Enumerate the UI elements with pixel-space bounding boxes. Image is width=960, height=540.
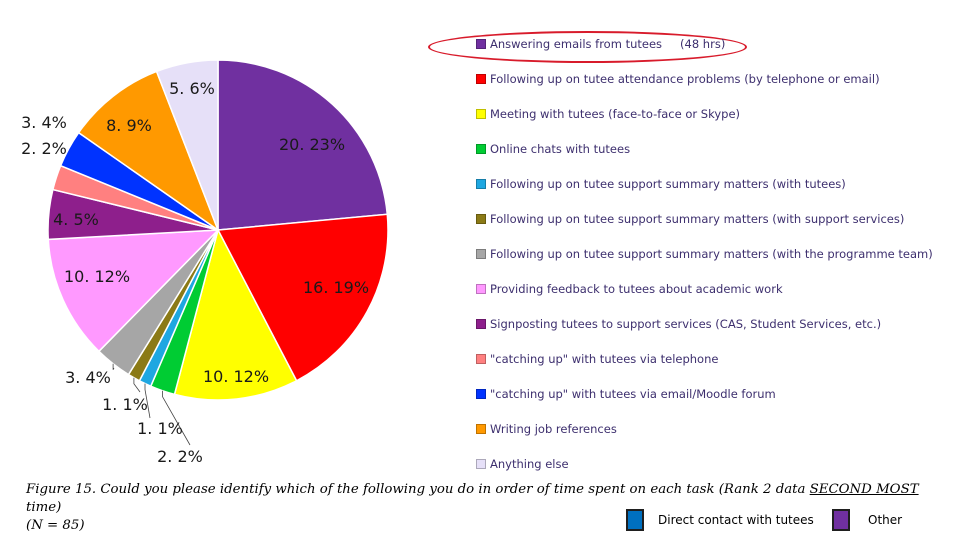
pie-slice-11 [77, 70, 220, 233]
legend-swatch-6 [476, 249, 486, 259]
caption-tail: time) [26, 500, 62, 515]
leader-line-4 [144, 383, 151, 419]
legend-item-12: Anything else [476, 456, 569, 472]
caption-emphasis: SECOND MOST [809, 482, 919, 497]
legend-item-1: Following up on tutee attendance problem… [476, 71, 880, 87]
legend-item-11: Writing job references [476, 421, 617, 437]
pie-data-label-12: 5. 6% [169, 79, 215, 98]
legend-swatch-1 [476, 74, 486, 84]
legend-label-11: Writing job references [490, 422, 617, 436]
legend-swatch-3 [476, 144, 486, 154]
pie-slice-1 [216, 213, 389, 382]
key-other: Other [832, 508, 902, 532]
legend-swatch-11 [476, 424, 486, 434]
legend-swatch-2 [476, 109, 486, 119]
legend-label-10: "catching up" with tutees via email/Mood… [490, 387, 776, 401]
pie-data-label-4: 1. 1% [137, 419, 183, 438]
legend-swatch-9 [476, 354, 486, 364]
leader-line-6 [112, 363, 115, 370]
pie-slice-0 [217, 59, 389, 231]
pie-data-label-7: 10. 12% [64, 267, 130, 286]
caption-sample-size: (N = 85) [26, 518, 85, 533]
leader-line-5 [133, 377, 141, 393]
legend-label-3: Online chats with tutees [490, 142, 631, 156]
highlight-ellipse [428, 31, 747, 63]
leader-lines [112, 363, 191, 446]
legend-label-7: Providing feedback to tutees about acade… [490, 282, 783, 296]
pie-slices [47, 59, 389, 401]
legend-item-7: Providing feedback to tutees about acade… [476, 281, 783, 297]
legend-swatch-7 [476, 284, 486, 294]
legend-item-8: Signposting tutees to support services (… [476, 316, 881, 332]
pie-slice-12 [155, 59, 219, 231]
legend-item-10: "catching up" with tutees via email/Mood… [476, 386, 776, 402]
key-direct-contact: Direct contact with tutees [626, 508, 814, 532]
legend-label-5: Following up on tutee support summary ma… [490, 212, 905, 226]
pie-data-label-8: 4. 5% [53, 210, 99, 229]
legend-label-9: "catching up" with tutees via telephone [490, 352, 719, 366]
key-direct-label: Direct contact with tutees [658, 513, 814, 527]
pie-data-label-2: 10. 12% [203, 367, 269, 386]
legend-item-9: "catching up" with tutees via telephone [476, 351, 718, 367]
legend-item-2: Meeting with tutees (face-to-face or Sky… [476, 106, 740, 122]
legend-label-2: Meeting with tutees (face-to-face or Sky… [490, 107, 741, 121]
key-other-swatch [832, 509, 850, 531]
pie-data-label-1: 16. 19% [303, 278, 369, 297]
legend-label-4: Following up on tutee support summary ma… [490, 177, 846, 191]
pie-data-label-6: 3. 4% [65, 368, 111, 387]
pie-slice-2 [173, 227, 298, 401]
pie-data-label-3: 2. 2% [157, 447, 203, 466]
legend-item-3: Online chats with tutees [476, 141, 630, 157]
legend-swatch-0 [476, 39, 486, 49]
pie-data-label-11: 8. 9% [106, 116, 152, 135]
legend-label-8: Signposting tutees to support services (… [490, 317, 882, 331]
legend-label-6: Following up on tutee support summary ma… [490, 247, 933, 261]
pie-data-label-0: 20. 23% [279, 135, 345, 154]
legend-item-6: Following up on tutee support summary ma… [476, 246, 933, 262]
key-other-label: Other [868, 513, 903, 527]
caption-main: Figure 15. Could you please identify whi… [26, 482, 810, 497]
legend-item-4: Following up on tutee support summary ma… [476, 176, 846, 192]
legend-label-0: Answering emails from tutees [490, 37, 663, 51]
legend-annotation: (48 hrs) [680, 37, 726, 51]
key-direct-swatch [626, 509, 644, 531]
pie-data-label-10: 3. 4% [21, 113, 67, 132]
legend-swatch-5 [476, 214, 486, 224]
legend-label-12: Anything else [490, 457, 569, 471]
pie-data-label-9: 2. 2% [21, 139, 67, 158]
legend-swatch-4 [476, 179, 486, 189]
pie-data-label-5: 1. 1% [102, 395, 148, 414]
leader-line-3 [162, 390, 191, 446]
legend-swatch-10 [476, 389, 486, 399]
legend-item-5: Following up on tutee support summary ma… [476, 211, 904, 227]
pie-data-labels: 20. 23% 16. 19% 10. 12% 2. 2% 1. 1% 1. 1% 3. 4… [21, 79, 369, 466]
legend-swatch-12 [476, 459, 486, 469]
legend-swatch-8 [476, 319, 486, 329]
legend-label-1: Following up on tutee attendance problem… [490, 72, 880, 86]
figure-caption: Figure 15. Could you please identify whi… [26, 481, 946, 535]
legend-item-0: Answering emails from tutees (48 hrs) [476, 36, 725, 52]
pie-slice-7 [47, 229, 220, 353]
